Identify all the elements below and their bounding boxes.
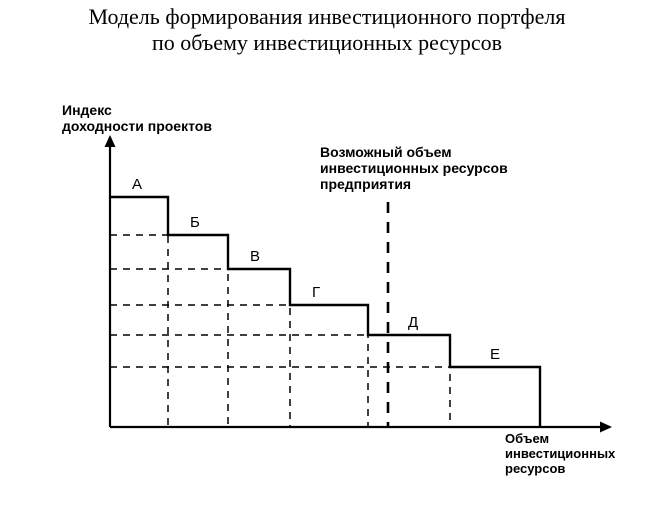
chart-title: Модель формирования инвестиционного порт… <box>0 0 654 57</box>
bar-label: Б <box>190 214 200 231</box>
bar-label: В <box>250 248 260 265</box>
chart-container: А Б В Г Д Е Индексдоходности проектов Объеминве… <box>0 57 654 487</box>
bar-label: Г <box>312 284 320 301</box>
resource-limit-annotation: Возможный объеминвестиционных ресурсовпр… <box>320 144 508 192</box>
step-chart: А Б В Г Д Е Индексдоходности проектов Объеминве… <box>0 57 654 487</box>
y-axis-label: Индексдоходности проектов <box>62 102 212 134</box>
x-axis-arrow <box>600 421 612 432</box>
x-axis-label: Объеминвестиционныхресурсов <box>505 431 616 476</box>
chart-title-line1: Модель формирования инвестиционного порт… <box>0 4 654 30</box>
step-outline <box>110 197 540 427</box>
y-axis-arrow <box>105 135 116 147</box>
chart-title-line2: по объему инвестиционных ресурсов <box>0 30 654 56</box>
bar-label: Д <box>408 314 418 331</box>
bar-label: А <box>132 176 142 193</box>
bar-label: Е <box>490 346 500 363</box>
